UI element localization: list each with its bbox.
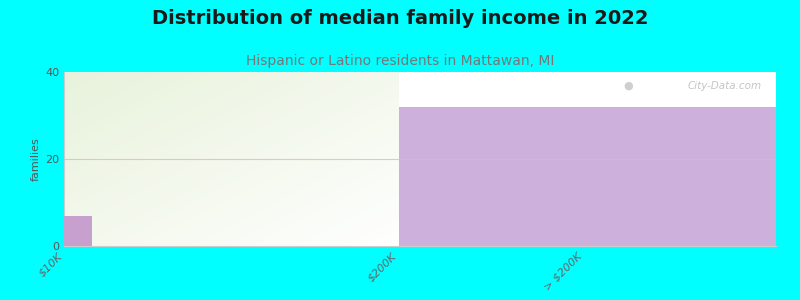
Text: Hispanic or Latino residents in Mattawan, MI: Hispanic or Latino residents in Mattawan…: [246, 54, 554, 68]
Text: ●: ●: [624, 81, 634, 91]
Bar: [64, 215, 93, 246]
Y-axis label: families: families: [31, 137, 41, 181]
Text: Distribution of median family income in 2022: Distribution of median family income in …: [152, 9, 648, 28]
Text: City-Data.com: City-Data.com: [688, 81, 762, 91]
Bar: [398, 107, 776, 246]
